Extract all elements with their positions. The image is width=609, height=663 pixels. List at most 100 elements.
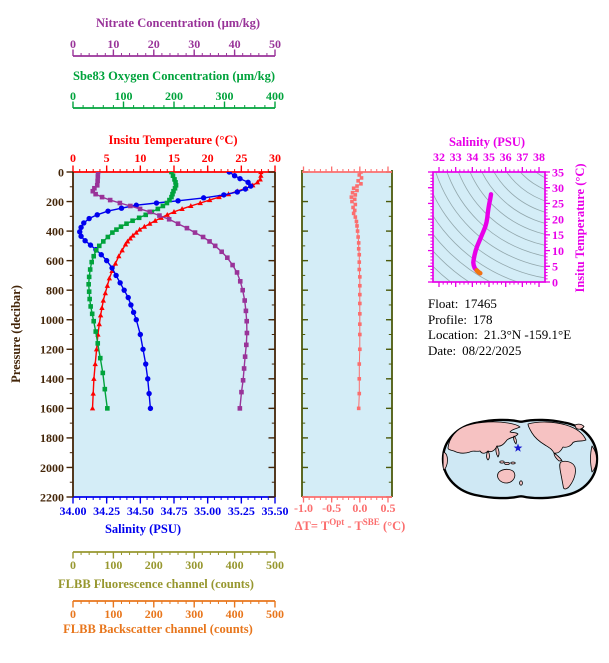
series-marker-insitu-temperature (147, 220, 153, 226)
tick-label: 500 (266, 558, 284, 572)
pressure-tick-label: 200 (46, 195, 64, 209)
series-marker-insitu-temperature (89, 405, 96, 411)
series-marker-insitu-temperature (136, 226, 143, 232)
series-marker-salinity (140, 346, 146, 352)
float-info-block: Float: 17465 Profile: 178 Location: 21.3°N … (428, 296, 571, 358)
series-marker-nitrate (242, 298, 247, 303)
pressure-tick-label: 2200 (40, 490, 64, 504)
tick-label: 5 (104, 151, 110, 165)
tick-label: -1.0 (294, 501, 313, 515)
series-marker-salinity (231, 172, 238, 179)
tick-label: 300 (185, 607, 203, 621)
series-marker-insitu-temperature (179, 206, 185, 212)
series-marker-oxygen (97, 355, 103, 361)
series-marker-oxygen (100, 370, 106, 376)
float-info-row: Location: 21.3°N -159.1°E (428, 327, 571, 343)
tick-label: 500 (266, 607, 284, 621)
map-land-west-sliver (442, 451, 448, 471)
series-marker-oxygen (169, 194, 174, 200)
series-marker-delta-t (358, 275, 362, 279)
pressure-tick-label: 1600 (40, 402, 64, 416)
tick-label: 33 (450, 150, 462, 164)
series-marker-oxygen (114, 227, 119, 232)
tick-label: 10 (107, 37, 119, 51)
pressure-tick-label: 1800 (40, 431, 64, 445)
map-land-indochina (495, 445, 500, 458)
tick-label: 20 (552, 212, 564, 226)
oxygen-axis-title: Sbe83 Oxygen Concentration (µm/kg) (73, 69, 275, 83)
series-marker-delta-t (356, 179, 360, 183)
series-marker-delta-t (353, 202, 358, 207)
ts-temperature-axis-title: Insitu Temperature (°C) (573, 163, 587, 292)
tick-label: 5 (552, 260, 558, 274)
tick-label: 0 (70, 37, 76, 51)
tick-label: 30 (552, 181, 564, 195)
pressure-tick-label: 400 (46, 224, 64, 238)
series-marker-oxygen (171, 188, 176, 194)
series-marker-delta-t (351, 211, 356, 216)
series-marker-delta-t (358, 292, 362, 297)
series-marker-insitu-temperature (207, 197, 213, 203)
tick-label: 200 (145, 558, 163, 572)
series-marker-oxygen (173, 180, 178, 185)
series-marker-salinity (130, 309, 137, 316)
series-marker-oxygen (93, 247, 99, 253)
series-marker-salinity (118, 205, 125, 211)
series-marker-oxygen (167, 197, 172, 203)
map-land-central-america (553, 452, 563, 462)
series-marker-oxygen (170, 191, 175, 197)
series-marker-nitrate (244, 330, 250, 336)
series-marker-nitrate (237, 406, 243, 411)
float-info-row: Float: 17465 (428, 296, 571, 312)
float-value: 17465 (464, 296, 497, 311)
series-marker-salinity (133, 202, 139, 208)
series-marker-salinity (125, 294, 131, 301)
series-marker-oxygen (86, 281, 91, 287)
tick-label: 15 (168, 151, 180, 165)
series-marker-delta-t (357, 362, 362, 366)
float-location-star (513, 443, 523, 452)
series-marker-oxygen (164, 200, 170, 206)
tick-label: 100 (104, 558, 122, 572)
location-label: Location: (428, 327, 478, 343)
series-marker-delta-t (351, 205, 355, 210)
series-marker-salinity (153, 200, 160, 206)
series-marker-insitu-temperature (216, 194, 222, 200)
date-label: Date: (428, 342, 457, 358)
tick-label: 100 (115, 89, 133, 103)
series-marker-insitu-temperature (197, 200, 203, 206)
map-land-north-america (527, 421, 587, 454)
series-marker-nitrate (95, 178, 100, 184)
series-marker-salinity (98, 252, 104, 258)
tick-label: 38 (533, 150, 545, 164)
series-marker-insitu-temperature (127, 235, 133, 241)
float-label: Float: (428, 296, 459, 311)
series-marker-nitrate (200, 234, 206, 240)
nitrate-axis-title: Nitrate Concentration (µm/kg) (96, 16, 260, 30)
series-marker-salinity (221, 192, 227, 198)
tick-label: 34.50 (127, 504, 154, 518)
series-marker-nitrate (95, 172, 101, 175)
series-marker-oxygen (118, 224, 124, 229)
tick-label: 35.50 (262, 504, 289, 518)
tick-label: 35.00 (194, 504, 221, 518)
series-marker-nitrate (241, 366, 247, 371)
tick-label: 20 (202, 151, 214, 165)
delta-t-series-layer (349, 172, 364, 411)
series-marker-nitrate (239, 389, 244, 395)
series-marker-oxygen (93, 329, 99, 334)
series-marker-delta-t (358, 347, 362, 352)
series-marker-insitu-temperature (152, 217, 158, 223)
series-marker-nitrate (192, 230, 198, 235)
series-marker-salinity (82, 237, 88, 244)
series-marker-salinity (133, 317, 139, 323)
main-series-layer (77, 172, 264, 412)
location-value: 21.3°N -159.1°E (483, 327, 572, 343)
series-marker-nitrate (117, 200, 123, 206)
series-marker-insitu-temperature (171, 209, 177, 214)
pressure-tick-label: 800 (46, 283, 64, 297)
tick-label: 25 (552, 197, 564, 211)
series-marker-nitrate (240, 377, 246, 383)
series-marker-oxygen (105, 234, 111, 240)
